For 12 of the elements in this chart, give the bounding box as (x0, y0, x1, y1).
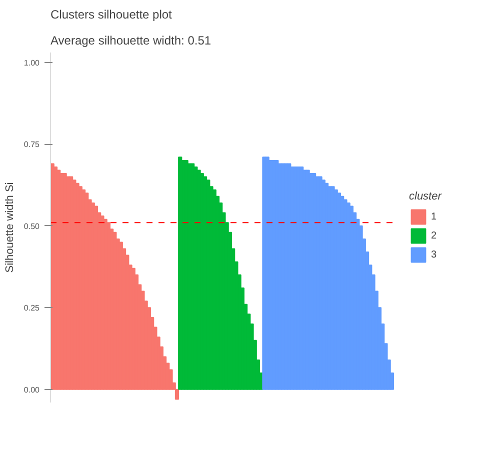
chart-title: Clusters silhouette plot (50, 8, 173, 22)
y-tick-label: 0.00 (24, 385, 40, 394)
y-axis-title: Silhouette width Si (4, 182, 16, 273)
legend-label: 1 (431, 211, 438, 222)
y-tick-label: 0.25 (24, 304, 40, 313)
y-tick-label: 0.50 (24, 222, 40, 231)
legend-label: 3 (431, 249, 438, 260)
legend-title: cluster (409, 190, 443, 202)
y-tick-label: 1.00 (24, 58, 40, 68)
y-tick-label: 0.75 (24, 140, 40, 150)
chart-subtitle: Average silhouette width: 0.51 (50, 34, 212, 48)
legend-label: 2 (431, 230, 438, 241)
